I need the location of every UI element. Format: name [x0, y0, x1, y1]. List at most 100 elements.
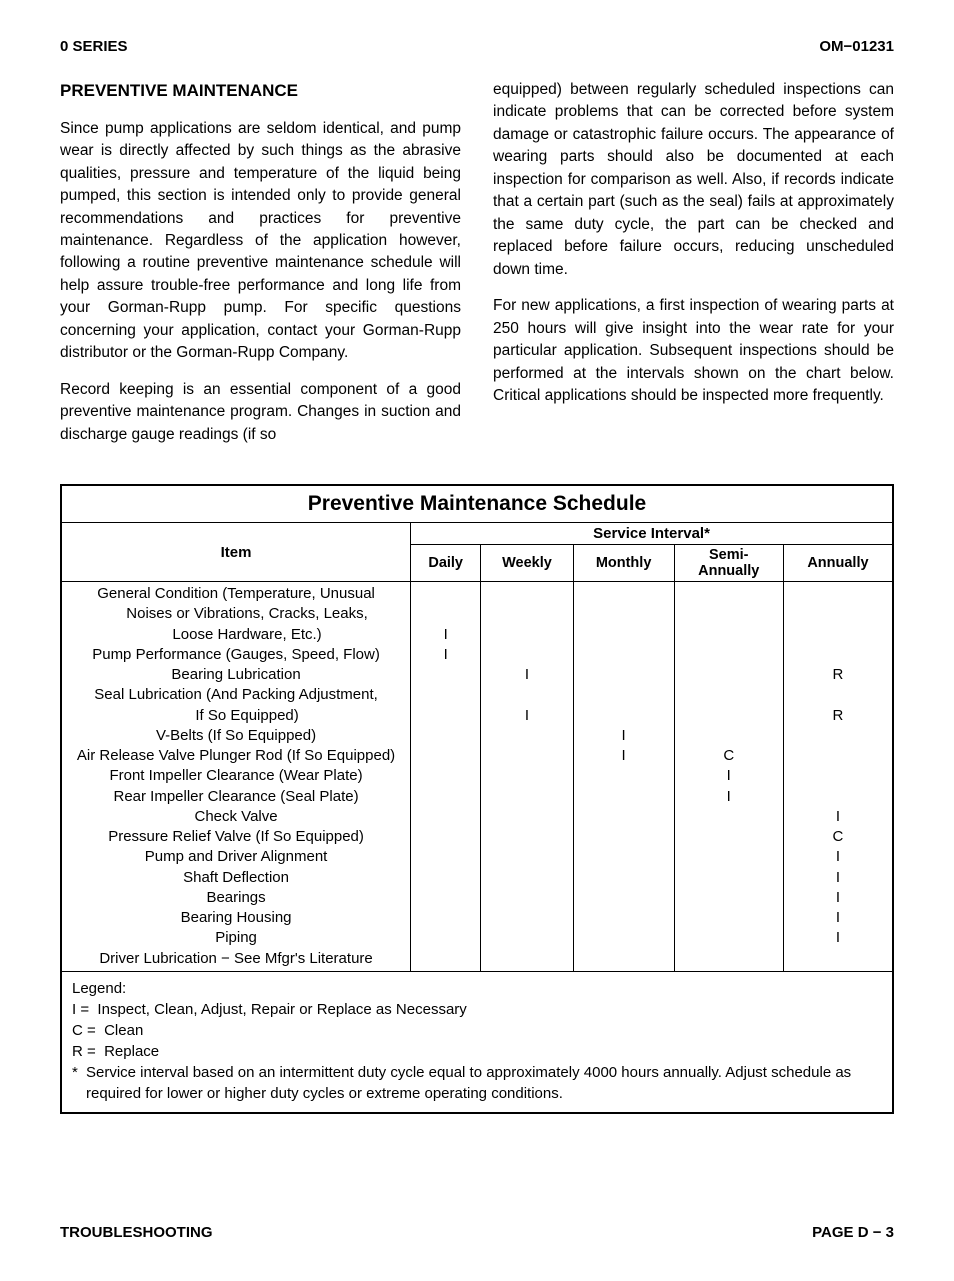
mark [681, 807, 777, 827]
mark: R [790, 665, 886, 685]
footer-right: PAGE D − 3 [812, 1224, 894, 1241]
schedule-title: Preventive Maintenance Schedule [62, 486, 892, 523]
item-line: Pressure Relief Valve (If So Equipped) [68, 827, 404, 847]
mark: I [487, 706, 566, 726]
mark [417, 908, 474, 928]
right-para-2: For new applications, a first inspection… [493, 295, 894, 407]
item-header: Item [62, 523, 411, 582]
mark [681, 584, 777, 604]
mark [487, 868, 566, 888]
item-line: Pump Performance (Gauges, Speed, Flow) [68, 645, 404, 665]
item-line: Shaft Deflection [68, 868, 404, 888]
mark [580, 868, 668, 888]
header-right: OM−01231 [819, 38, 894, 55]
item-line: Noises or Vibrations, Cracks, Leaks, [68, 604, 404, 624]
mark [487, 584, 566, 604]
mark [417, 868, 474, 888]
interval-monthly: Monthly [573, 545, 674, 582]
mark [790, 584, 886, 604]
mark [580, 908, 668, 928]
mark: I [790, 847, 886, 867]
item-line: Bearing Lubrication [68, 665, 404, 685]
mark [417, 584, 474, 604]
mark: I [790, 908, 886, 928]
mark [487, 807, 566, 827]
mark [681, 949, 777, 969]
mark [681, 665, 777, 685]
star-icon: * [72, 1062, 86, 1104]
item-cell: General Condition (Temperature, UnusualN… [62, 582, 411, 972]
mark [417, 706, 474, 726]
mark [417, 726, 474, 746]
left-column: PREVENTIVE MAINTENANCE Since pump applic… [60, 79, 461, 460]
mark [417, 685, 474, 705]
mark [487, 928, 566, 948]
mark [417, 847, 474, 867]
item-line: General Condition (Temperature, Unusual [68, 584, 404, 604]
mark: I [487, 665, 566, 685]
mark [580, 888, 668, 908]
mark [417, 928, 474, 948]
mark [681, 685, 777, 705]
mark: R [790, 706, 886, 726]
schedule-box: Preventive Maintenance Schedule Item Ser… [60, 484, 894, 972]
daily-cell: II [411, 582, 481, 972]
mark [580, 807, 668, 827]
mark [580, 604, 668, 624]
mark [580, 766, 668, 786]
mark [790, 787, 886, 807]
mark [681, 645, 777, 665]
mark [487, 908, 566, 928]
legend-title: Legend: [72, 978, 882, 999]
mark [681, 888, 777, 908]
mark [487, 685, 566, 705]
mark [681, 706, 777, 726]
mark [487, 847, 566, 867]
item-line: If So Equipped) [68, 706, 404, 726]
page-footer: TROUBLESHOOTING PAGE D − 3 [60, 1224, 894, 1241]
mark [580, 645, 668, 665]
monthly-cell: II [573, 582, 674, 972]
section-title: PREVENTIVE MAINTENANCE [60, 79, 461, 104]
left-para-2: Record keeping is an essential component… [60, 379, 461, 446]
item-line: Bearing Housing [68, 908, 404, 928]
mark [790, 746, 886, 766]
mark [580, 827, 668, 847]
mark [417, 746, 474, 766]
mark: I [580, 726, 668, 746]
mark: I [790, 868, 886, 888]
mark [487, 726, 566, 746]
mark [681, 868, 777, 888]
mark [580, 928, 668, 948]
item-line: Piping [68, 928, 404, 948]
mark [487, 645, 566, 665]
mark [417, 949, 474, 969]
mark [580, 665, 668, 685]
body-columns: PREVENTIVE MAINTENANCE Since pump applic… [60, 79, 894, 460]
mark [580, 787, 668, 807]
table-header-row-1: Item Service Interval* [62, 523, 892, 545]
mark [487, 746, 566, 766]
interval-semi-annually: Semi-Annually [674, 545, 783, 582]
left-para-1: Since pump applications are seldom ident… [60, 118, 461, 365]
mark [580, 584, 668, 604]
item-line: Loose Hardware, Etc.) [68, 625, 404, 645]
weekly-cell: I I [481, 582, 573, 972]
mark [417, 787, 474, 807]
mark: I [417, 645, 474, 665]
mark: C [790, 827, 886, 847]
item-line: Pump and Driver Alignment [68, 847, 404, 867]
mark [487, 827, 566, 847]
legend-star-note: * Service interval based on an intermitt… [72, 1062, 882, 1104]
mark [790, 766, 886, 786]
mark [487, 604, 566, 624]
mark [790, 685, 886, 705]
mark [417, 604, 474, 624]
item-line: V-Belts (If So Equipped) [68, 726, 404, 746]
mark [681, 847, 777, 867]
annually-cell: R R ICIIIII [783, 582, 892, 972]
legend-star-text: Service interval based on an intermitten… [86, 1062, 882, 1104]
mark: I [681, 766, 777, 786]
semi-annually-cell: CII [674, 582, 783, 972]
schedule-table: Item Service Interval* Daily Weekly Mont… [62, 523, 892, 972]
